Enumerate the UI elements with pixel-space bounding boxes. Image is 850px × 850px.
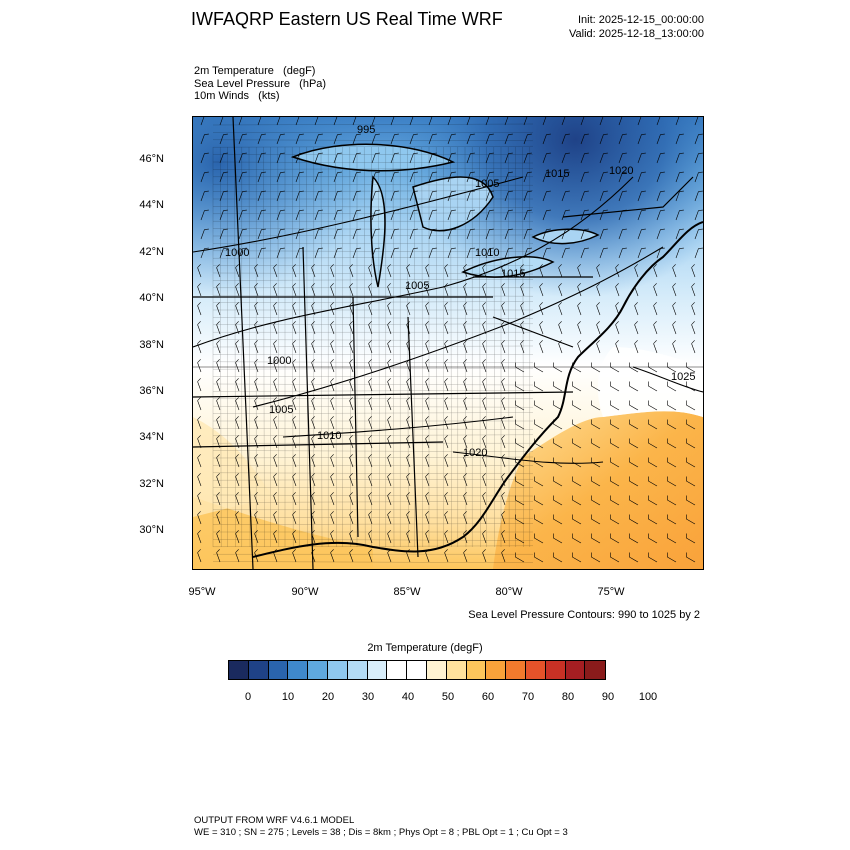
lat-label: 42°N bbox=[139, 246, 164, 258]
colorbar-swatch bbox=[407, 661, 427, 679]
lon-label: 85°W bbox=[393, 586, 421, 598]
colorbar-swatch bbox=[446, 661, 467, 679]
footer-model: OUTPUT FROM WRF V4.6.1 MODEL bbox=[194, 815, 355, 826]
colorbar-tick: 50 bbox=[441, 691, 455, 703]
colorbar-tick: 60 bbox=[481, 691, 495, 703]
contour-label: 1025 bbox=[671, 371, 695, 383]
colorbar-tick: 100 bbox=[638, 691, 658, 703]
contour-label: 1010 bbox=[317, 430, 341, 442]
colorbar-swatch bbox=[229, 661, 249, 679]
colorbar-swatch bbox=[268, 661, 289, 679]
contour-label: 1005 bbox=[269, 404, 293, 416]
contour-label: 1020 bbox=[463, 447, 487, 459]
map-title: IWFAQRP Eastern US Real Time WRF bbox=[191, 9, 503, 29]
field-legend: 2m Temperature (degF) Sea Level Pressure… bbox=[194, 65, 326, 103]
field-temperature: 2m Temperature (degF) bbox=[194, 65, 316, 77]
colorbar-swatch bbox=[506, 661, 526, 679]
contour-label: 1000 bbox=[267, 355, 291, 367]
lat-label: 32°N bbox=[139, 478, 164, 490]
contour-label: 1000 bbox=[225, 247, 249, 259]
lon-label: 80°W bbox=[495, 586, 523, 598]
field-winds: 10m Winds (kts) bbox=[194, 90, 280, 102]
colorbar-swatch bbox=[248, 661, 269, 679]
colorbar-swatch bbox=[585, 661, 606, 679]
colorbar-swatch bbox=[466, 661, 487, 679]
contour-note: Sea Level Pressure Contours: 990 to 1025… bbox=[468, 609, 700, 621]
colorbar-title: 2m Temperature (degF) bbox=[367, 642, 483, 654]
contour-label: 1015 bbox=[545, 168, 569, 180]
contour-label: 1005 bbox=[405, 280, 429, 292]
contour-label: 995 bbox=[357, 124, 375, 136]
colorbar-swatch bbox=[486, 661, 507, 679]
field-pressure: Sea Level Pressure (hPa) bbox=[194, 77, 327, 90]
lat-label: 40°N bbox=[139, 292, 164, 304]
colorbar-tick: 80 bbox=[561, 691, 575, 703]
colorbar-swatch bbox=[426, 661, 447, 679]
weather-map: 995 1000 1000 1005 1005 1005 1010 1010 1… bbox=[193, 117, 703, 569]
colorbar-tick: 70 bbox=[521, 691, 535, 703]
contour-label: 1005 bbox=[475, 178, 499, 190]
run-times: Init: 2025-12-15_00:00:00 Valid: 2025-12… bbox=[569, 13, 704, 41]
init-time: Init: 2025-12-15_00:00:00 bbox=[578, 14, 704, 26]
lon-label: 90°W bbox=[291, 586, 319, 598]
colorbar-tick: 40 bbox=[401, 691, 415, 703]
colorbar-swatch bbox=[288, 661, 309, 679]
colorbar-swatch bbox=[565, 661, 586, 679]
lat-label: 44°N bbox=[139, 199, 164, 211]
lat-label: 36°N bbox=[139, 385, 164, 397]
lat-label: 46°N bbox=[139, 153, 164, 165]
colorbar-swatch bbox=[525, 661, 546, 679]
lat-label: 30°N bbox=[139, 524, 164, 536]
lon-label: 95°W bbox=[188, 586, 216, 598]
map-panel: 995 1000 1000 1005 1005 1005 1010 1010 1… bbox=[192, 116, 704, 570]
colorbar-swatch bbox=[347, 661, 368, 679]
lat-label: 34°N bbox=[139, 431, 164, 443]
colorbar-tick: 10 bbox=[281, 691, 295, 703]
contour-label: 1020 bbox=[609, 165, 633, 177]
lat-label: 38°N bbox=[139, 339, 164, 351]
colorbar-tick: 0 bbox=[244, 691, 252, 703]
contour-label: 1015 bbox=[501, 268, 525, 280]
contour-label: 1010 bbox=[475, 247, 499, 259]
colorbar-swatch bbox=[327, 661, 348, 679]
colorbar-tick: 90 bbox=[601, 691, 615, 703]
colorbar-swatch bbox=[387, 661, 408, 679]
lon-label: 75°W bbox=[597, 586, 625, 598]
colorbar-tick: 30 bbox=[361, 691, 375, 703]
valid-time: Valid: 2025-12-18_13:00:00 bbox=[569, 28, 704, 40]
colorbar-swatch bbox=[545, 661, 566, 679]
colorbar-swatch bbox=[367, 661, 388, 679]
colorbar-swatch bbox=[308, 661, 328, 679]
temperature-colorbar bbox=[228, 660, 607, 680]
model-footer: OUTPUT FROM WRF V4.6.1 MODEL WE = 310 ; … bbox=[194, 815, 568, 839]
colorbar-tick: 20 bbox=[321, 691, 335, 703]
footer-config: WE = 310 ; SN = 275 ; Levels = 38 ; Dis … bbox=[194, 827, 568, 838]
